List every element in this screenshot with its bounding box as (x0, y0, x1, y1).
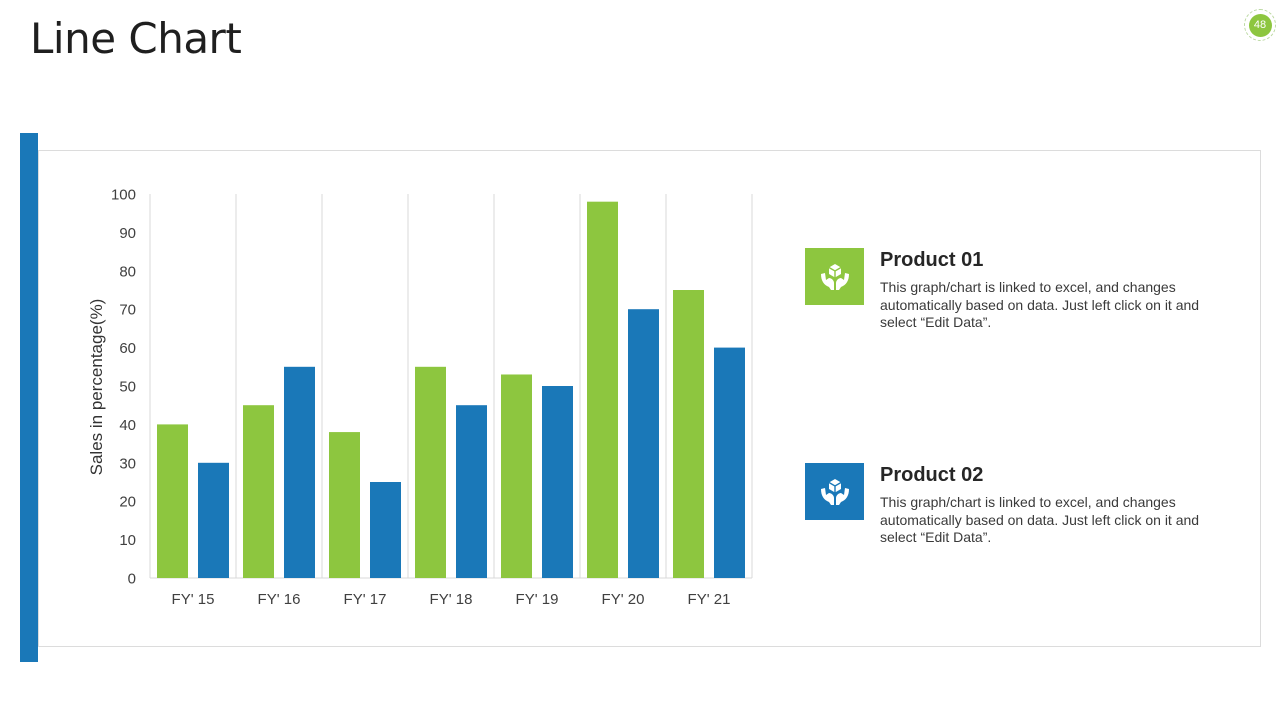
bar-product-01 (329, 432, 360, 578)
y-tick-label: 80 (119, 263, 136, 280)
hands-box-icon (805, 463, 864, 520)
x-tick-label: FY' 18 (430, 591, 473, 608)
accent-bar (20, 133, 38, 662)
y-tick-label: 100 (111, 187, 136, 204)
chart-grid (149, 194, 753, 579)
y-tick-label: 10 (119, 532, 136, 549)
y-tick-label: 90 (119, 225, 136, 242)
bar-product-02 (714, 347, 745, 578)
x-tick-label: FY' 16 (258, 591, 301, 608)
y-tick-label: 0 (128, 571, 136, 588)
bar-product-02 (198, 462, 229, 578)
bar-product-01 (415, 366, 446, 578)
x-tick-label: FY' 21 (688, 591, 731, 608)
x-tick-label: FY' 17 (344, 591, 387, 608)
bar-product-01 (673, 290, 704, 578)
x-axis-ticks: FY' 15 FY' 16 FY' 17 FY' 18 FY' 19 FY' 20 FY' … (172, 591, 731, 608)
chart-bars (157, 201, 745, 578)
x-tick-label: FY' 20 (602, 591, 645, 608)
bar-product-02 (284, 366, 315, 578)
y-tick-label: 40 (119, 417, 136, 434)
legend-description: This graph/chart is linked to excel, and… (880, 279, 1200, 330)
y-tick-label: 50 (119, 379, 136, 396)
legend-description: This graph/chart is linked to excel, and… (880, 494, 1200, 545)
bar-product-01 (501, 374, 532, 578)
bar-product-02 (456, 405, 487, 578)
slide-title: Line Chart (30, 14, 242, 63)
y-tick-label: 60 (119, 340, 136, 357)
legend-title: Product 02 (880, 464, 984, 486)
bar-product-01 (157, 424, 188, 578)
y-tick-label: 70 (119, 302, 136, 319)
hands-box-icon (805, 248, 864, 305)
bar-product-01 (587, 201, 618, 578)
legend-title: Product 01 (880, 249, 984, 271)
y-axis-ticks: 0 10 20 30 40 50 60 70 80 90 100 (111, 187, 136, 588)
y-axis-label: Sales in percentage(%) (87, 299, 106, 476)
x-tick-label: FY' 19 (516, 591, 559, 608)
bar-product-02 (370, 482, 401, 578)
page-number-badge: 48 (1244, 9, 1276, 41)
page-number: 48 (1248, 13, 1272, 37)
bar-product-02 (542, 386, 573, 578)
bar-product-02 (628, 309, 659, 578)
y-tick-label: 30 (119, 455, 136, 472)
y-tick-label: 20 (119, 494, 136, 511)
x-tick-label: FY' 15 (172, 591, 215, 608)
bar-product-01 (243, 405, 274, 578)
